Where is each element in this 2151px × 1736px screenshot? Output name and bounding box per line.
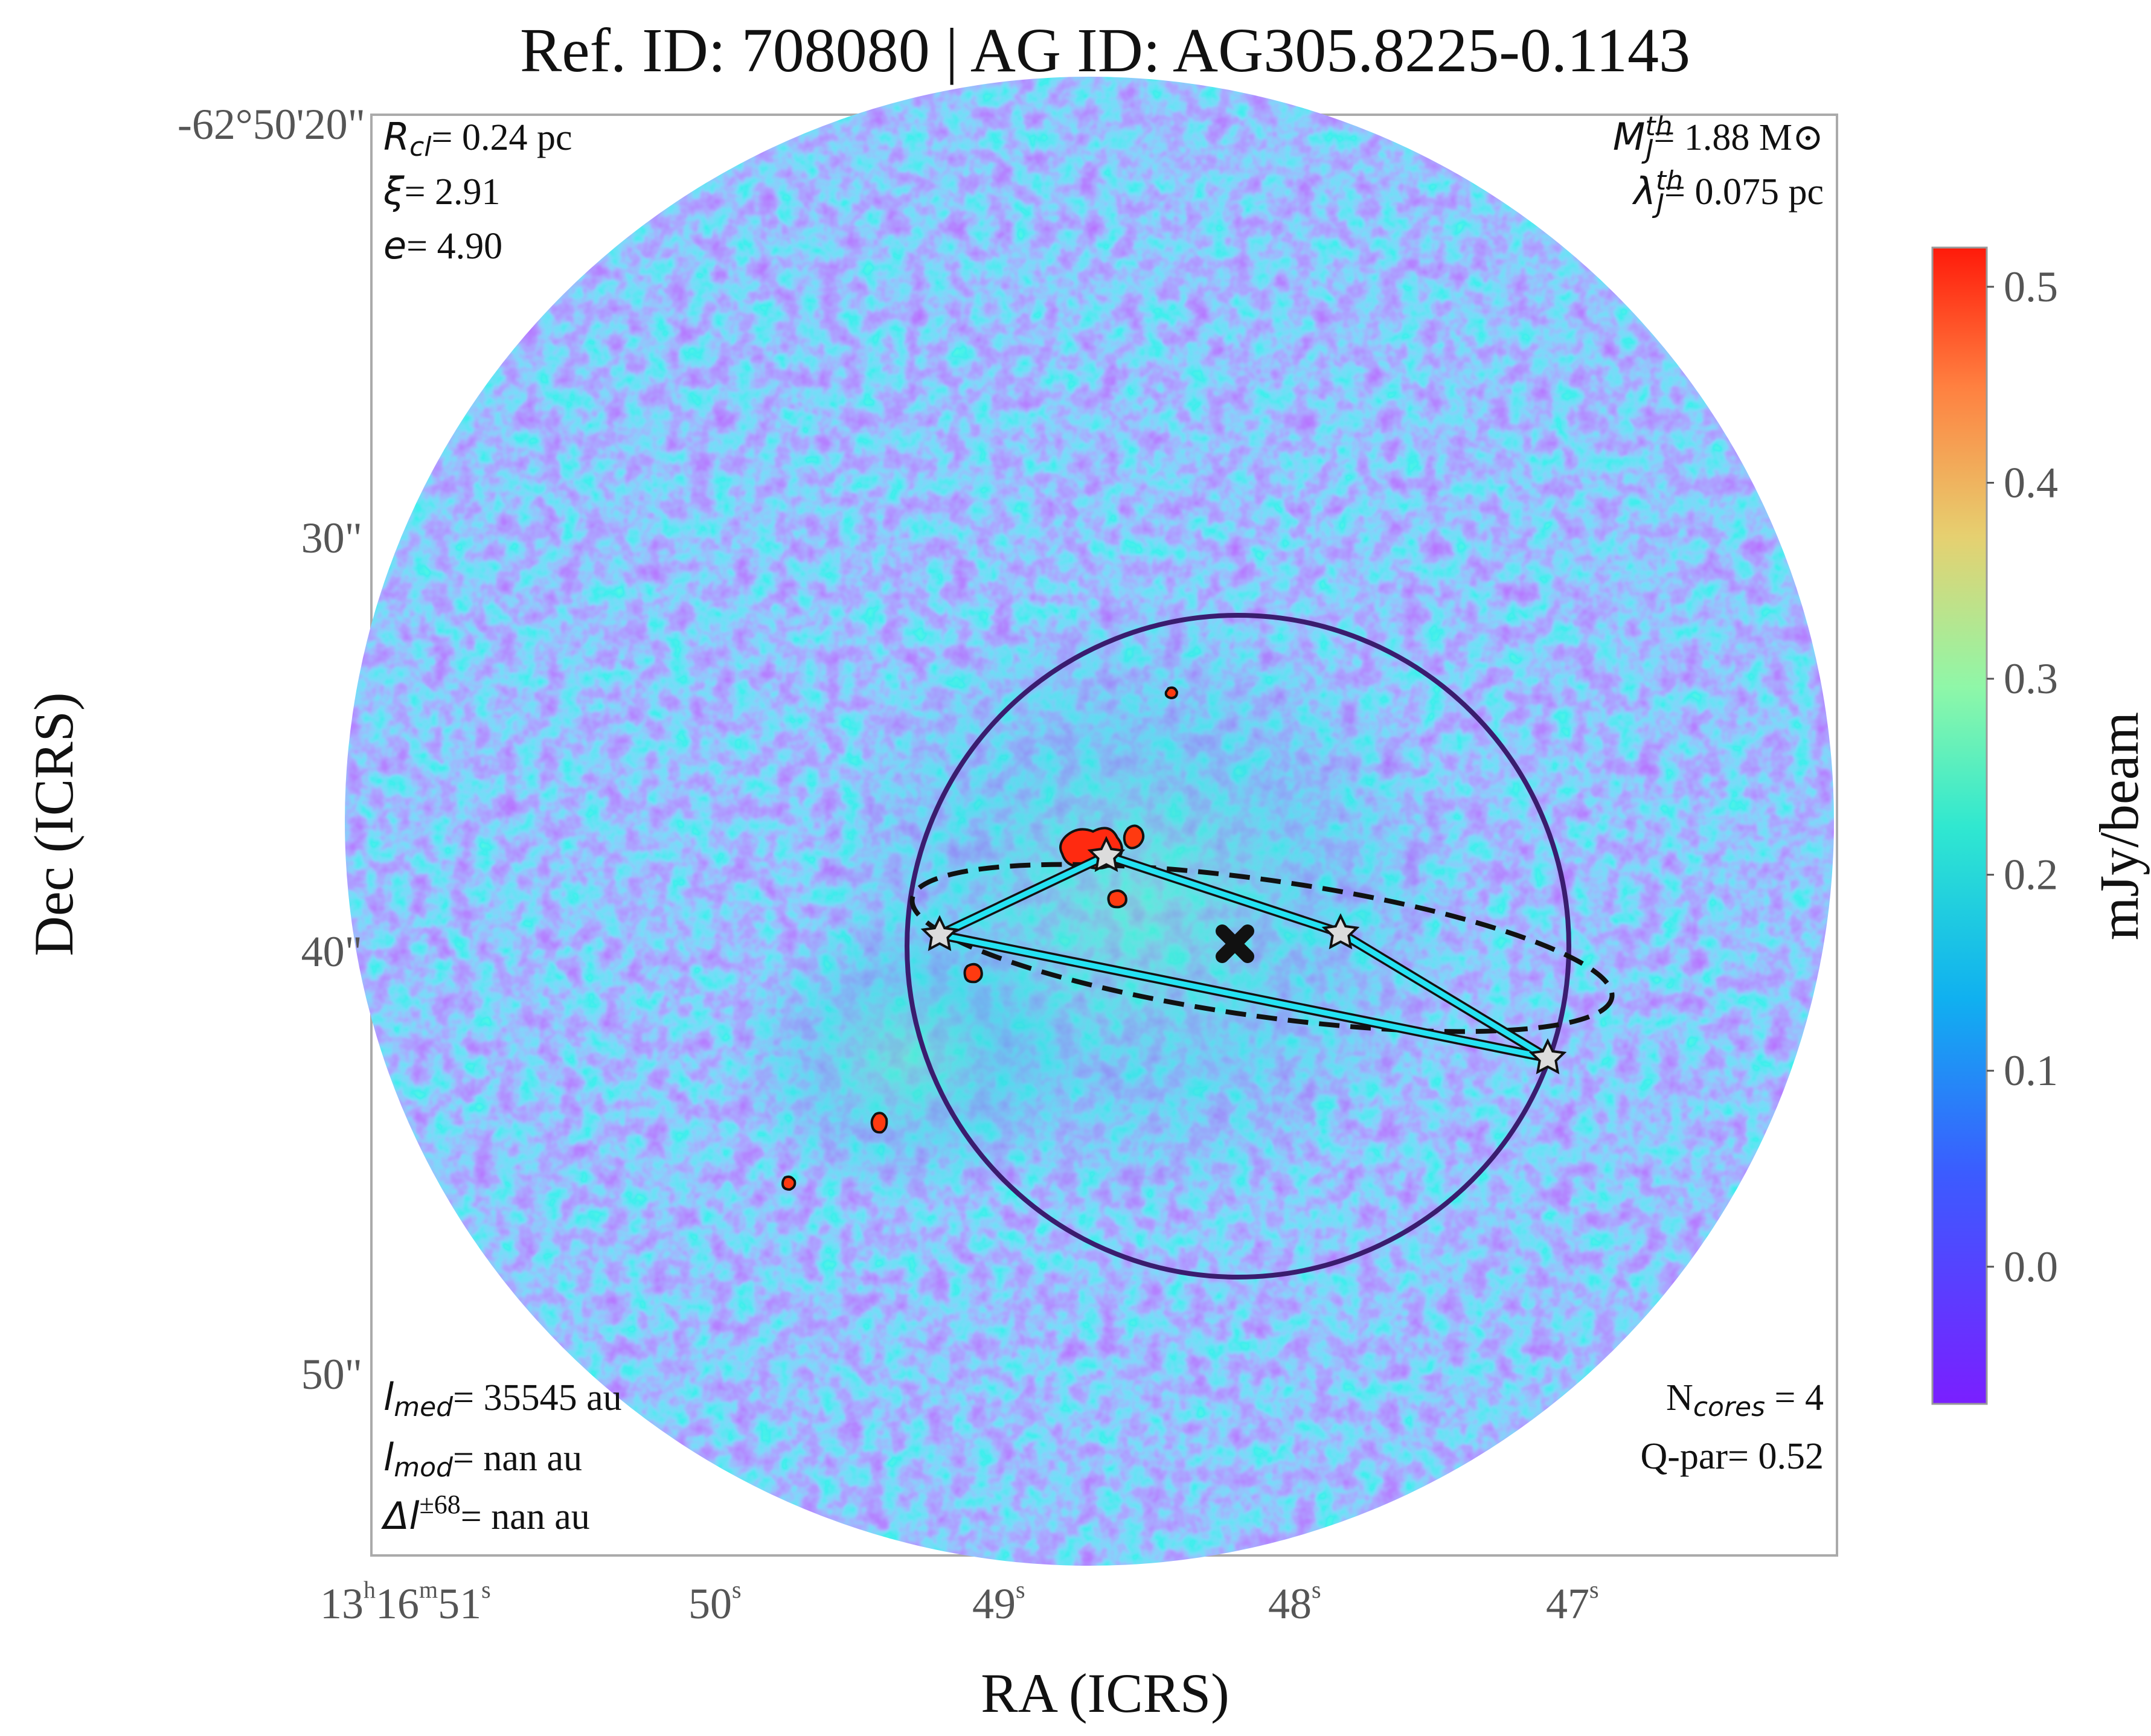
- fit-ellipse: [909, 862, 1615, 1034]
- dec-tick-labels: -62°50'20" 30" 40" 50": [178, 100, 365, 1398]
- annotation-bottom-left: lmed= 35545 au lmod= nan au Δl±68= nan a…: [381, 1375, 622, 1538]
- x-axis-label: RA (ICRS): [981, 1662, 1229, 1724]
- mst-edges-fill: [937, 853, 1551, 1061]
- annotation-top-left: Rcl= 0.24 pc ξ= 2.91 e= 4.90: [383, 115, 572, 267]
- dec-tick-4: 50": [301, 1350, 362, 1398]
- core-marker-2: [1087, 836, 1126, 873]
- y-axis-label: Dec (ICRS): [23, 693, 85, 956]
- rcl-value: = 0.24 pc: [432, 117, 572, 158]
- dec-tick-3: 40": [301, 927, 362, 976]
- lmod-value: = nan au: [453, 1438, 582, 1479]
- intensity-map: [345, 77, 1834, 1566]
- colorbar-gradient: [1931, 246, 1988, 1405]
- ra-tick-4: 48s: [1268, 1576, 1321, 1628]
- core-marker-3: [1321, 913, 1360, 950]
- dl-value: = nan au: [461, 1496, 590, 1537]
- svg-text:Ncores = 4: Ncores = 4: [1666, 1377, 1824, 1423]
- clump-circle: [905, 613, 1571, 1280]
- annotation-top-right: Mth J= 1.88 M⊙ λth J= 0.075 pc: [1613, 111, 1824, 219]
- mj-value: = 1.88 M⊙: [1653, 117, 1824, 158]
- qpar-value: Q-par= 0.52: [1640, 1436, 1824, 1477]
- colorbar-tick-label: 0.5: [2004, 263, 2058, 311]
- colorbar: 0.0 0.1 0.2 0.3 0.4 0.5 mJy/beam: [1931, 246, 2150, 1405]
- colorbar-tick-label: 0.3: [2004, 655, 2058, 703]
- ra-tick-2: 50s: [688, 1576, 742, 1628]
- colorbar-tick-label: 0.2: [2004, 851, 2058, 899]
- lambda-value: = 0.075 pc: [1664, 171, 1824, 213]
- svg-text:ξ= 2.91: ξ= 2.91: [383, 169, 501, 213]
- lmed-value: = 35545 au: [453, 1377, 621, 1418]
- annotation-bottom-right: Ncores = 4 Q-par= 0.52: [1640, 1377, 1824, 1477]
- chart-title: Ref. ID: 708080 | AG ID: AG305.8225-0.11…: [520, 16, 1690, 85]
- core-marker-1: [920, 915, 959, 952]
- ra-tick-labels: 13h16m51s 50s 49s 48s 47s: [320, 1576, 1599, 1628]
- e-value: = 4.90: [406, 226, 502, 267]
- svg-text:e= 4.90: e= 4.90: [383, 223, 502, 267]
- svg-text:lmod= nan au: lmod= nan au: [383, 1435, 582, 1483]
- core-marker-4: [1528, 1038, 1567, 1075]
- svg-text:Rcl= 0.24 pc: Rcl= 0.24 pc: [383, 115, 572, 162]
- core-markers: [920, 836, 1567, 1075]
- colorbar-ticks: 0.0 0.1 0.2 0.3 0.4 0.5: [1987, 263, 2058, 1291]
- colorbar-tick-label: 0.4: [2004, 458, 2058, 507]
- svg-text:Δl±68= nan au: Δl±68= nan au: [381, 1490, 590, 1538]
- colorbar-label: mJy/beam: [2088, 712, 2150, 940]
- dec-tick-2: 30": [301, 514, 362, 562]
- svg-text:lmed= 35545 au: lmed= 35545 au: [383, 1375, 622, 1423]
- colorbar-tick-label: 0.1: [2004, 1046, 2058, 1095]
- ra-tick-3: 49s: [972, 1576, 1025, 1628]
- colorbar-tick-label: 0.0: [2004, 1243, 2058, 1291]
- ncores-value: = 4: [1765, 1377, 1824, 1418]
- ra-tick-1: 13h16m51s: [320, 1576, 491, 1628]
- dec-tick-1: -62°50'20": [178, 100, 365, 149]
- xi-value: = 2.91: [405, 171, 501, 213]
- clump-center-marker: [1216, 924, 1254, 963]
- ra-tick-5: 47s: [1546, 1576, 1599, 1628]
